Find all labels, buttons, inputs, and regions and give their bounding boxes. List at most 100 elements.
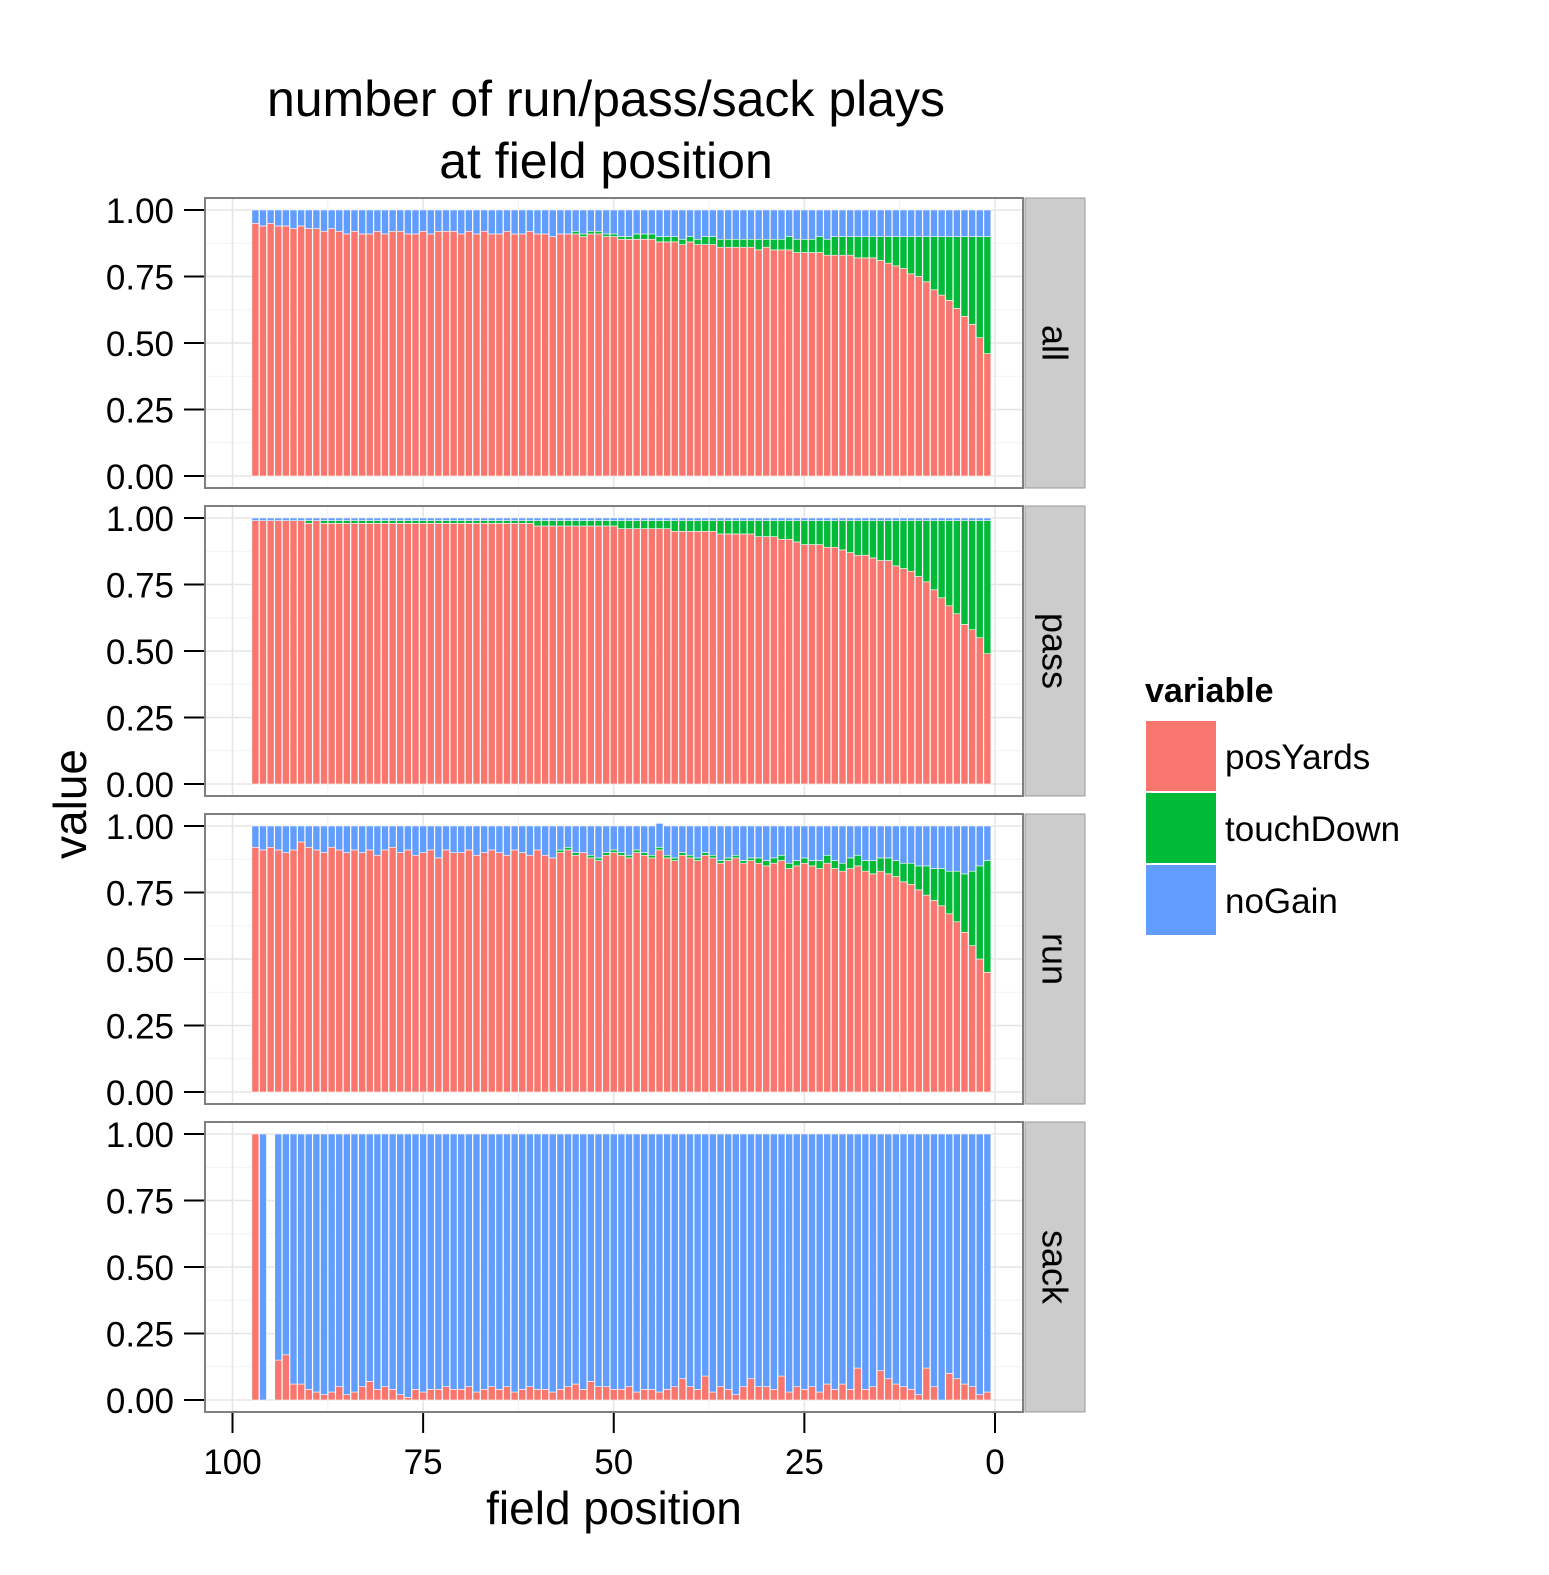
bar-noGain [556,825,565,851]
bar-noGain [457,517,466,521]
y-tick-label: 0.50 [106,633,174,672]
bar-posYards [785,538,793,785]
bar-noGain [792,1133,801,1387]
bar-posYards [693,244,702,477]
x-tick-label: 75 [404,1443,443,1482]
bar-noGain [762,517,771,521]
bar-posYards [808,865,816,1093]
bar-posYards [541,1389,549,1401]
bar-touchDown [571,520,580,527]
bar-posYards [381,233,389,477]
bar-touchDown [678,238,687,245]
facet-strip-run: run [1024,813,1086,1105]
bar-posYards [282,520,290,785]
bar-noGain [396,517,405,521]
bar-touchDown [564,520,572,527]
bar-noGain [472,517,481,521]
bar-posYards [266,846,275,1093]
panel-border [204,1121,1024,1413]
bar-posYards [571,525,580,785]
bar-touchDown [693,520,702,532]
bar-noGain [914,1133,923,1395]
bar-posYards [968,945,976,1093]
bar-posYards [556,852,565,1093]
bar-posYards [503,1386,511,1401]
bar-noGain [853,1133,862,1369]
bar-posYards [594,525,603,785]
bar-posYards [739,862,748,1093]
bar-touchDown [922,520,931,583]
bar-touchDown [487,520,496,524]
bar-posYards [838,254,847,477]
bar-noGain [304,825,313,848]
bar-posYards [419,1391,427,1401]
bar-touchDown [907,520,915,572]
bar-touchDown [564,846,572,851]
bar-posYards [457,523,466,785]
bar-noGain [587,517,595,521]
bar-touchDown [678,852,687,856]
bar-posYards [800,862,809,1093]
bar-noGain [327,825,336,848]
bar-posYards [922,1367,931,1401]
bar-touchDown [594,857,603,861]
bar-noGain [587,825,595,856]
bar-noGain [625,209,633,237]
bar-noGain [678,1133,687,1380]
bar-posYards [449,230,458,477]
bar-posYards [953,308,961,477]
bar-touchDown [640,520,649,529]
bar-posYards [297,841,305,1093]
bar-posYards [792,865,801,1093]
bar-posYards [274,849,283,1093]
bar-posYards [442,230,450,477]
bar-noGain [670,209,679,237]
bar-posYards [625,857,633,1093]
bar-posYards [754,249,763,477]
bar-posYards [869,257,877,477]
bar-posYards [564,1386,572,1401]
bar-posYards [282,1354,290,1401]
bar-noGain [892,1133,900,1385]
bar-posYards [869,1386,877,1401]
bar-posYards [914,276,923,477]
bar-noGain [716,209,725,240]
bar-posYards [343,233,351,477]
bar-posYards [503,230,511,477]
bar-noGain [297,517,305,521]
bar-posYards [670,241,679,477]
bar-touchDown [327,520,336,524]
bar-noGain [320,209,328,232]
legend: variable posYards touchDown noGain [1144,672,1400,937]
bar-posYards [968,1386,976,1401]
bar-posYards [587,525,595,785]
bar-noGain [808,825,816,861]
bar-noGain [670,1133,679,1387]
bar-noGain [792,517,801,521]
bar-posYards [556,1389,565,1401]
bar-posYards [343,852,351,1093]
bar-posYards [343,523,351,785]
bar-noGain [381,1133,389,1387]
bar-posYards [533,1389,542,1401]
bar-noGain [930,825,938,869]
bar-touchDown [731,854,740,859]
bar-posYards [579,525,588,785]
bar-posYards [648,1389,656,1401]
bar-posYards [632,852,641,1093]
bar-noGain [777,825,786,856]
bar-posYards [587,1381,595,1401]
bar-noGain [312,1133,321,1393]
bar-touchDown [587,520,595,527]
bar-posYards [426,849,435,1093]
bar-posYards [914,889,923,1093]
bar-noGain [442,1133,450,1387]
bar-noGain [914,517,923,521]
bar-touchDown [579,233,588,237]
bar-posYards [487,849,496,1093]
bar-posYards [670,530,679,785]
bar-noGain [282,1133,290,1356]
bar-posYards [716,1386,725,1401]
y-tick-label: 0.25 [106,1008,174,1047]
bar-noGain [274,517,283,521]
